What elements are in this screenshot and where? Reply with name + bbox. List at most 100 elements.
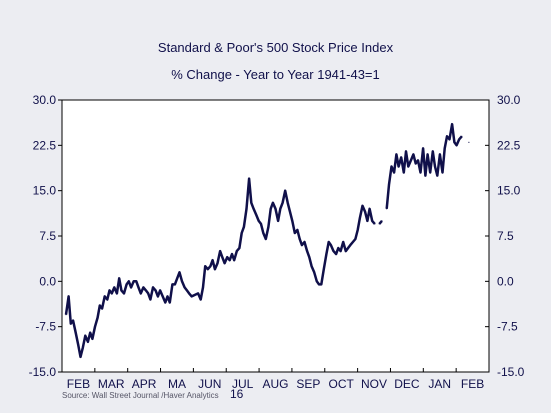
y-tick-label-right: 15.0 — [497, 184, 521, 198]
data-point — [169, 301, 171, 304]
data-point — [335, 253, 337, 255]
data-point — [133, 280, 135, 282]
data-point — [403, 171, 405, 174]
data-point — [214, 268, 216, 270]
data-point — [345, 250, 347, 252]
data-point — [204, 265, 206, 267]
y-tick-label-left: 30.0 — [33, 93, 57, 107]
y-tick-label-right: 7.5 — [497, 229, 514, 243]
data-point — [303, 241, 306, 243]
data-point — [390, 165, 393, 168]
data-point — [248, 178, 250, 180]
data-point — [236, 250, 238, 252]
data-point — [99, 304, 101, 307]
data-point — [207, 268, 209, 270]
data-point — [381, 220, 383, 222]
data-point — [87, 341, 89, 343]
data-point — [70, 323, 72, 325]
data-point — [405, 150, 407, 152]
data-point — [260, 223, 262, 225]
data-point — [176, 277, 178, 279]
data-point — [272, 202, 274, 204]
y-tick-label-right: -7.5 — [497, 320, 518, 334]
data-point — [106, 298, 108, 301]
data-point — [216, 262, 219, 264]
data-point — [429, 171, 431, 174]
data-point — [313, 271, 315, 273]
data-point — [72, 320, 74, 322]
data-point — [316, 280, 318, 282]
data-point — [253, 208, 255, 210]
data-point — [265, 238, 267, 240]
data-point — [181, 280, 183, 282]
data-point — [274, 208, 277, 210]
data-point — [191, 295, 193, 297]
y-axis-left: 30.0 22.5 15.0 7.5 0.0 -7.5 -15.0 — [29, 93, 62, 379]
data-point — [371, 220, 373, 222]
data-point — [209, 265, 211, 267]
data-point — [461, 135, 463, 137]
data-point — [291, 220, 293, 222]
data-point — [82, 347, 84, 349]
data-point — [137, 286, 140, 288]
data-point — [320, 283, 322, 285]
data-point — [202, 286, 204, 288]
y-axis-right: 30.0 22.5 15.0 7.5 0.0 -7.5 -15.0 — [485, 93, 525, 379]
data-point — [453, 141, 455, 143]
x-tick-label: NOV — [361, 377, 387, 391]
y-tick-label-right: 22.5 — [497, 138, 521, 152]
data-point — [149, 298, 151, 301]
data-point — [439, 153, 441, 155]
data-point — [255, 214, 257, 216]
data-point — [68, 295, 70, 297]
data-point — [145, 289, 147, 291]
data-point — [229, 259, 231, 261]
data-point — [258, 220, 260, 222]
y-tick-label-left: 0.0 — [39, 274, 56, 288]
data-point — [395, 153, 397, 155]
data-point — [130, 286, 132, 288]
data-point — [448, 138, 451, 140]
y-tick-label-right: 0.0 — [497, 274, 514, 288]
data-point — [299, 238, 301, 240]
data-point — [250, 202, 252, 204]
y-tick-label-right: -15.0 — [497, 365, 525, 379]
data-point — [65, 314, 67, 316]
data-point — [184, 286, 186, 288]
data-point — [412, 153, 414, 155]
data-point — [243, 226, 245, 228]
data-point — [388, 184, 390, 186]
data-point — [267, 226, 269, 228]
data-point — [407, 165, 409, 168]
data-point — [113, 286, 115, 288]
data-point — [164, 301, 166, 304]
data-point — [118, 277, 120, 279]
data-point — [374, 223, 376, 225]
data-point — [116, 292, 118, 294]
data-point — [245, 208, 248, 210]
x-tick-label: DEC — [394, 377, 420, 391]
data-point — [241, 232, 243, 234]
data-point — [140, 292, 142, 294]
data-point — [325, 253, 327, 255]
chart-subtitle: % Change - Year to Year 1941-43=1 — [171, 67, 380, 82]
data-point — [366, 220, 368, 222]
data-point — [342, 241, 344, 243]
data-point — [432, 150, 434, 152]
data-point — [188, 292, 190, 294]
data-point — [361, 205, 364, 207]
data-point — [306, 250, 308, 252]
data-point — [434, 165, 436, 168]
data-point — [446, 135, 448, 137]
data-point — [328, 241, 330, 243]
x-tick-label: FEB — [461, 377, 484, 391]
data-point — [349, 244, 351, 246]
data-point — [212, 259, 214, 261]
data-point — [147, 292, 149, 294]
x-tick-label: JUL — [232, 377, 254, 391]
data-point — [233, 259, 235, 261]
data-point — [84, 335, 86, 337]
data-point — [441, 171, 444, 174]
chart-title: Standard & Poor's 500 Stock Price Index — [157, 40, 394, 55]
data-point — [97, 317, 99, 319]
